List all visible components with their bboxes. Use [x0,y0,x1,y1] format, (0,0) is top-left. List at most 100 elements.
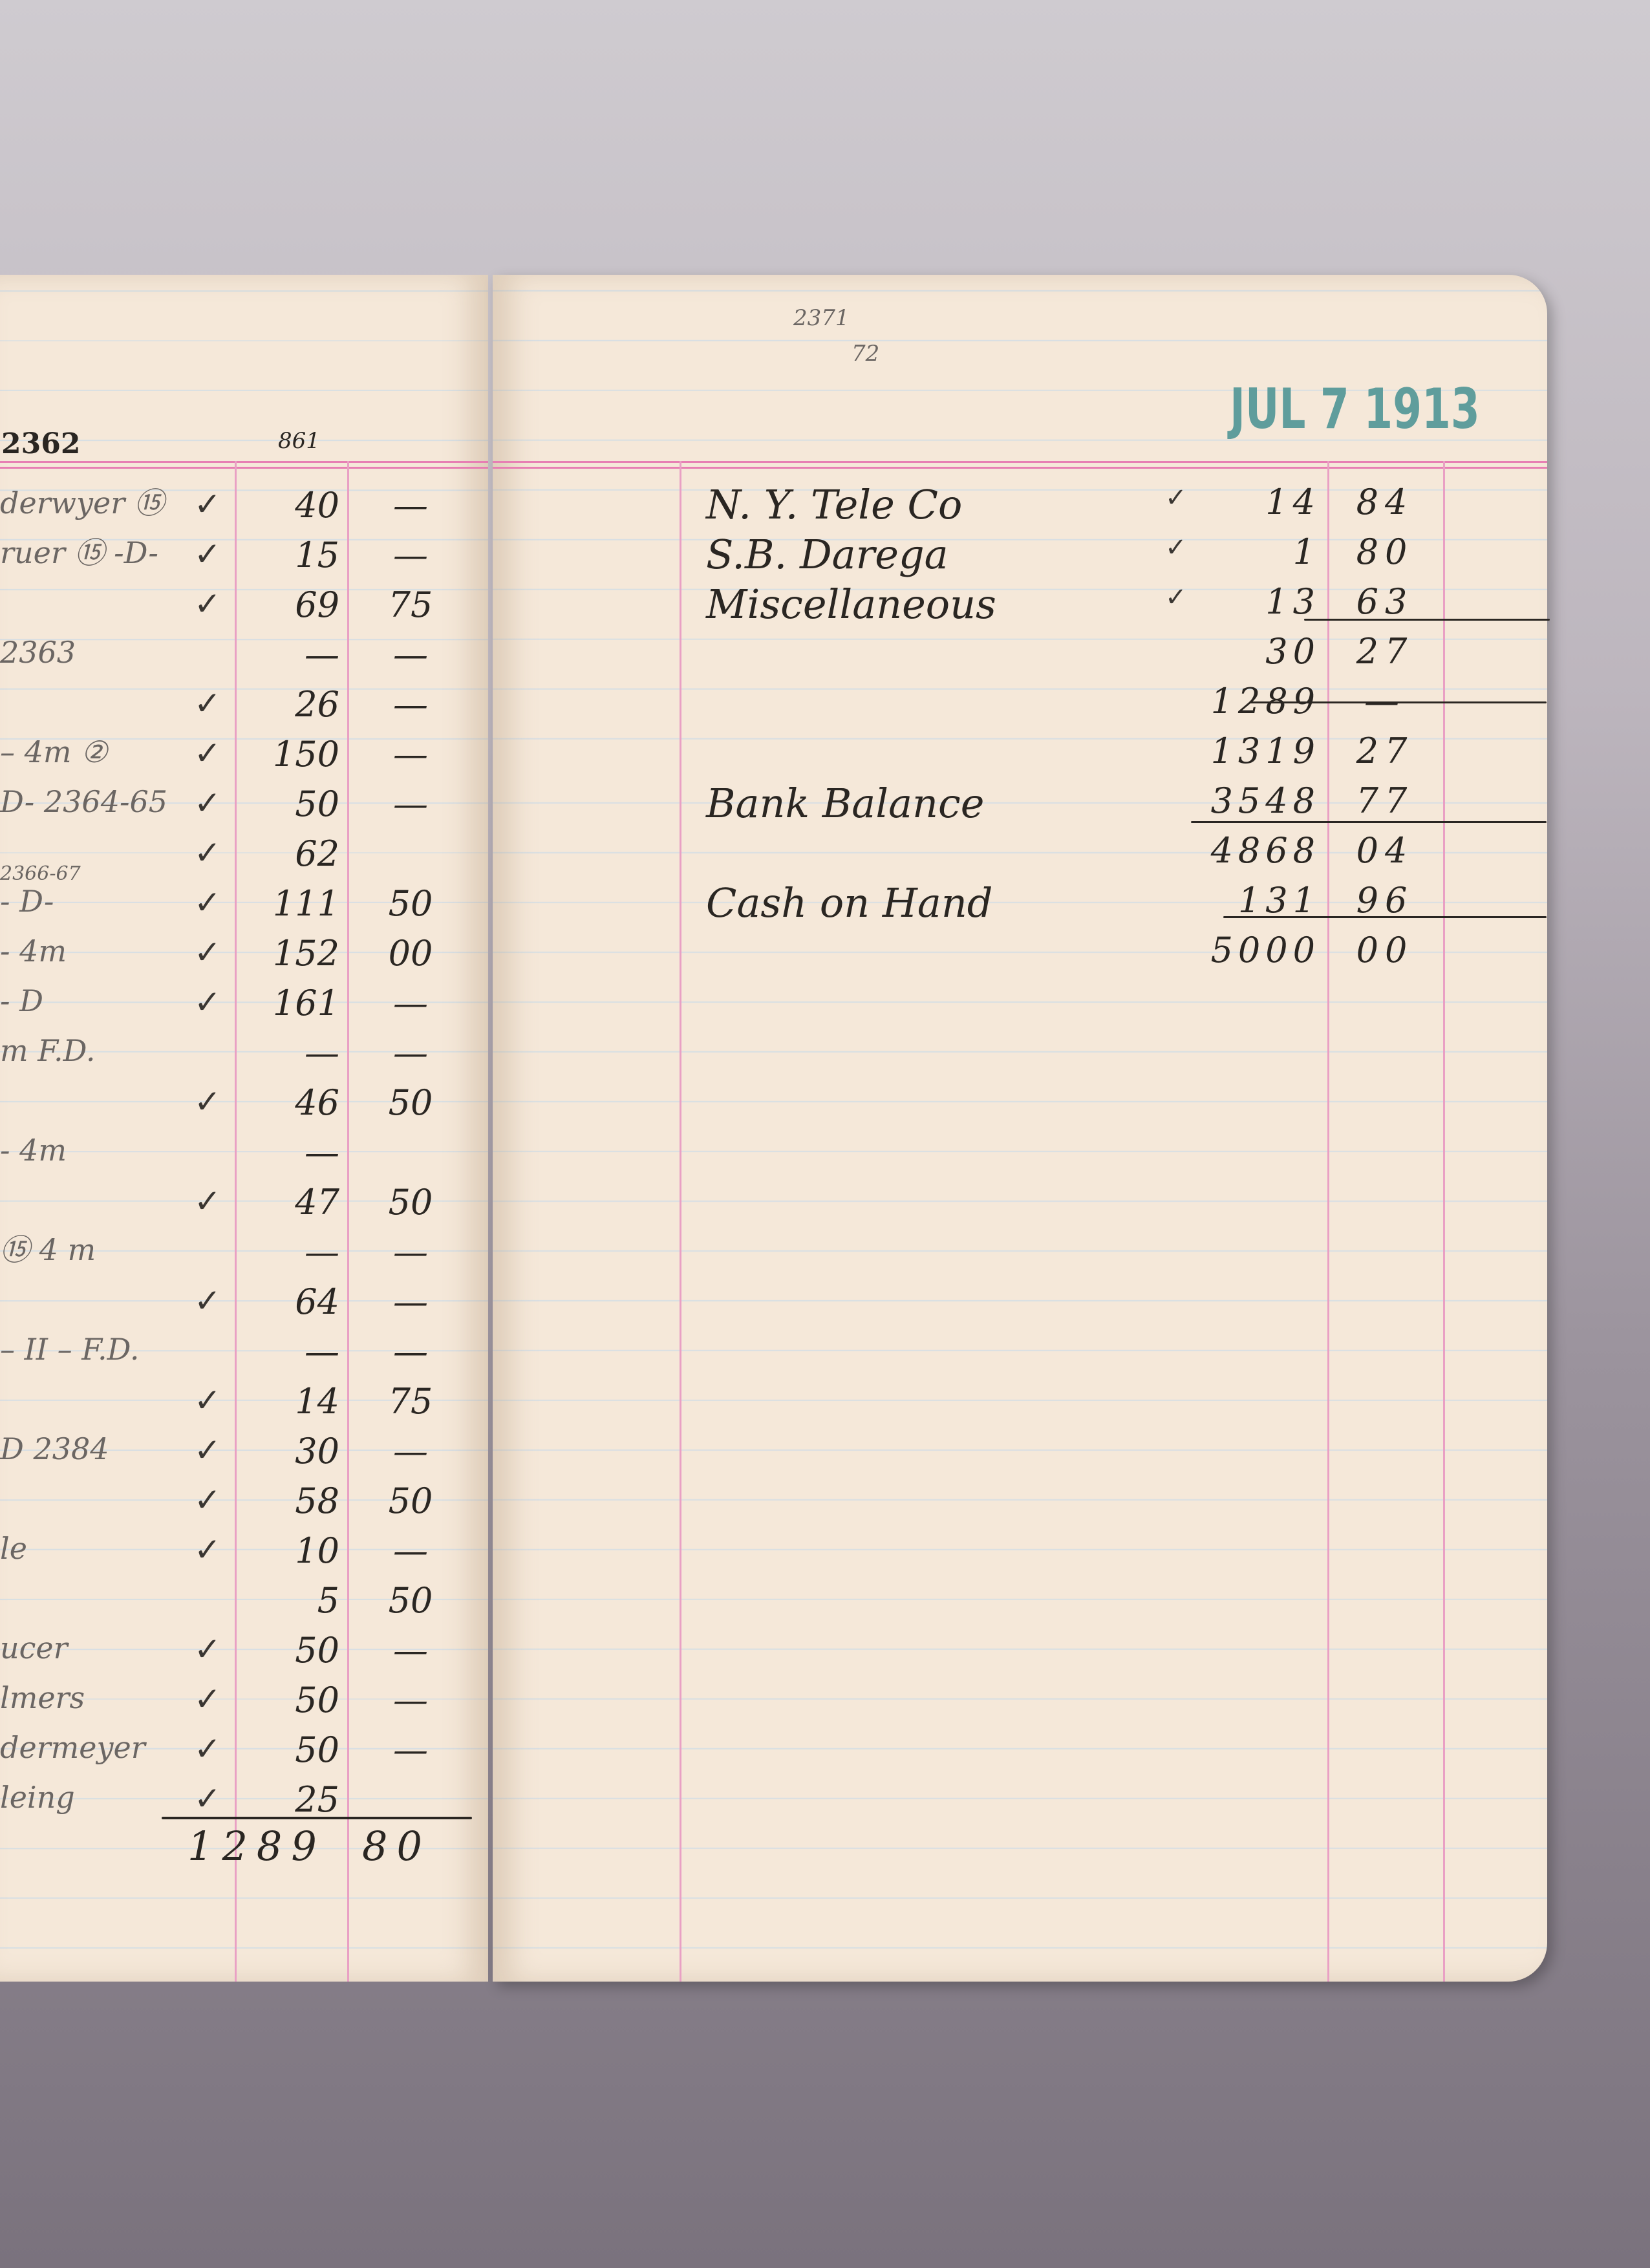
row-dollars: 64 [295,1281,339,1322]
header-rule [0,461,488,469]
row-dollars: 13 [1265,581,1320,622]
column-rule [347,461,349,1982]
row-cents: 00 [1356,930,1414,970]
row-cents: 04 [1356,830,1414,871]
row-dollars: 14 [295,1381,339,1422]
row-cents: — [393,1530,428,1571]
row-description: - 4m [0,1133,67,1168]
row-description: m F.D. [0,1033,96,1068]
row-description: ruer ⑮ -D- [0,535,158,570]
row-description: 2363 [0,635,76,670]
row-cents: 75 [388,1381,433,1422]
row-dollars: 50 [295,1630,339,1671]
sum-rule [1304,619,1550,621]
row-dollars: 30 [1265,631,1320,672]
row-dollars: 111 [272,883,339,924]
row-dollars: 46 [295,1082,339,1123]
row-dollars: 1 [1292,531,1320,572]
row-cents: — [393,1331,428,1372]
row-dollars: 58 [295,1481,339,1521]
row-dollars: — [305,1331,339,1372]
row-dollars: — [305,1032,339,1073]
row-cents: — [393,485,428,526]
row-dollars: 30 [295,1431,339,1471]
row-dollars: 69 [295,584,339,625]
checkmark-icon: ✓ [194,1730,221,1768]
row-cents: — [393,535,428,575]
row-cents: 50 [388,1082,433,1123]
row-cents: — [393,634,428,675]
checkmark-icon: ✓ [194,734,221,772]
row-description: derwyer ⑮ [0,486,164,520]
row-cents: 84 [1356,482,1414,522]
row-cents: 50 [388,1481,433,1521]
row-cents: — [393,1630,428,1671]
checkmark-icon: ✓ [194,1780,221,1817]
row-description: Cash on Hand [706,879,993,926]
row-description: D- 2364-65 [0,784,168,819]
row-description: – II – F.D. [0,1332,140,1367]
row-cents: — [393,1032,428,1073]
row-description: ⑮ 4 m [0,1232,96,1267]
row-cents: — [393,1232,428,1272]
row-cents: 00 [388,933,433,974]
row-cents: — [393,684,428,725]
checkmark-icon: ✓ [194,1282,221,1320]
row-cents: 27 [1356,631,1414,672]
checkmark-icon: ✓ [194,1083,221,1120]
date-stamp: JUL 7 1913 [1230,377,1480,442]
row-dollars: 50 [295,1729,339,1770]
row-description: leing [0,1780,75,1815]
total-rule [162,1817,472,1819]
total-cents: 80 [362,1823,431,1870]
row-dollars: 161 [272,983,339,1023]
row-cents: — [393,1729,428,1770]
row-dollars: 1319 [1210,731,1320,771]
row-description: Bank Balance [706,780,985,827]
row-cents: — [393,734,428,775]
sum-rule [1191,821,1547,823]
row-cents: 50 [388,1580,433,1621]
checkmark-icon: ✓ [194,535,221,573]
checkmark-icon: ✓ [1165,583,1187,612]
checkmark-icon: ✓ [194,1531,221,1568]
row-description: lmers [0,1680,85,1715]
checkmark-icon: ✓ [194,1382,221,1419]
checkmark-icon: ✓ [194,1182,221,1220]
row-cents: — [393,1680,428,1720]
row-description: dermeyer [0,1730,145,1765]
row-dollars: 5 [317,1580,339,1621]
checkmark-icon: ✓ [194,486,221,523]
row-dollars: 50 [295,784,339,824]
page-number: 2362 [1,427,81,460]
right-ledger-page: 2371 72 JUL 7 1913 N. Y. Tele Co ✓ 14 84 S.B… [493,275,1550,1982]
row-dollars: 26 [295,684,339,725]
checkmark-icon: ✓ [194,934,221,971]
side-note: 2366-67 [0,862,81,885]
row-description: Miscellaneous [706,581,996,628]
row-dollars: 25 [295,1779,339,1820]
checkmark-icon: ✓ [194,585,221,623]
row-dollars: 5000 [1210,930,1320,970]
row-cents: 50 [388,883,433,924]
row-description: D 2384 [0,1431,109,1466]
row-cents: 27 [1356,731,1414,771]
row-dollars: 47 [295,1182,339,1223]
row-cents: 50 [388,1182,433,1223]
header-rule [493,461,1547,469]
top-note: 72 [852,341,880,367]
row-cents: 96 [1356,880,1414,921]
checkmark-icon: ✓ [1165,533,1187,562]
row-cents: 80 [1356,531,1414,572]
row-cents: 77 [1356,780,1414,821]
row-dollars: 50 [295,1680,339,1720]
row-dollars: 15 [295,535,339,575]
checkmark-icon: ✓ [194,1680,221,1718]
checkmark-icon: ✓ [1165,483,1187,513]
row-cents: — [393,1431,428,1471]
left-ledger-page: 2362 861 2366-67 derwyer ⑮ ✓ 40 — ruer ⑮ -D-… [0,275,488,1982]
row-dollars: — [305,634,339,675]
row-dollars: 14 [1265,482,1320,522]
row-dollars: 131 [1238,880,1320,921]
checkmark-icon: ✓ [194,1631,221,1668]
